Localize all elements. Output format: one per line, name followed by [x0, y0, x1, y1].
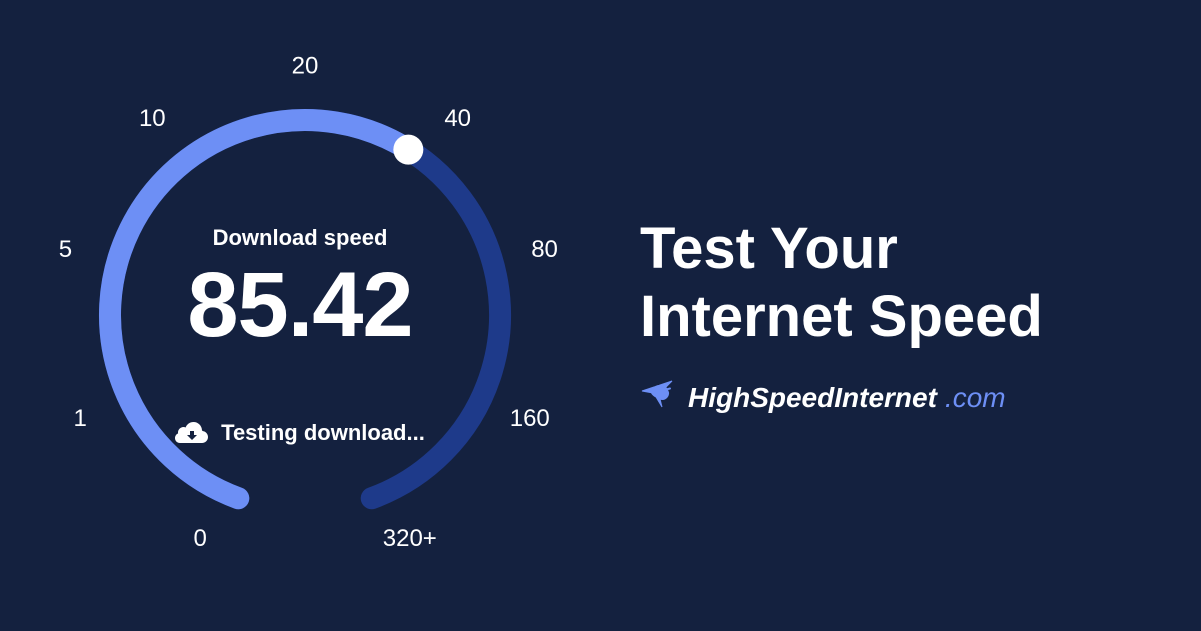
gauge-svg: 0 1 5 10 20 40 80 160 320+ — [0, 0, 600, 631]
gauge-tick-label: 10 — [139, 105, 166, 132]
speed-gauge: 01510204080160320+ Download speed 85.42 … — [0, 0, 600, 631]
gauge-tick-label: 40 — [444, 105, 471, 132]
gauge-tick-label: 1 — [74, 405, 87, 432]
gauge-tick-label: 320+ — [383, 525, 437, 552]
brand-logo: HighSpeedInternet.com — [640, 379, 1201, 416]
headline: Test Your Internet Speed — [640, 215, 1201, 352]
right-panel: Test Your Internet Speed HighSpeedIntern… — [600, 215, 1201, 417]
gauge-tick-label: 80 — [531, 236, 558, 263]
gauge-tick-label: 20 — [292, 52, 319, 79]
gauge-progress — [110, 120, 408, 498]
headline-line-1: Test Your — [640, 216, 898, 281]
headline-line-2: Internet Speed — [640, 284, 1043, 349]
gauge-knob — [393, 135, 423, 165]
gauge-tick-label: 0 — [194, 525, 207, 552]
brand-tld: .com — [945, 382, 1006, 414]
bird-icon — [640, 379, 680, 416]
gauge-tick-label: 5 — [59, 236, 72, 263]
gauge-tick-label: 160 — [510, 405, 550, 432]
brand-name: HighSpeedInternet — [688, 382, 937, 414]
